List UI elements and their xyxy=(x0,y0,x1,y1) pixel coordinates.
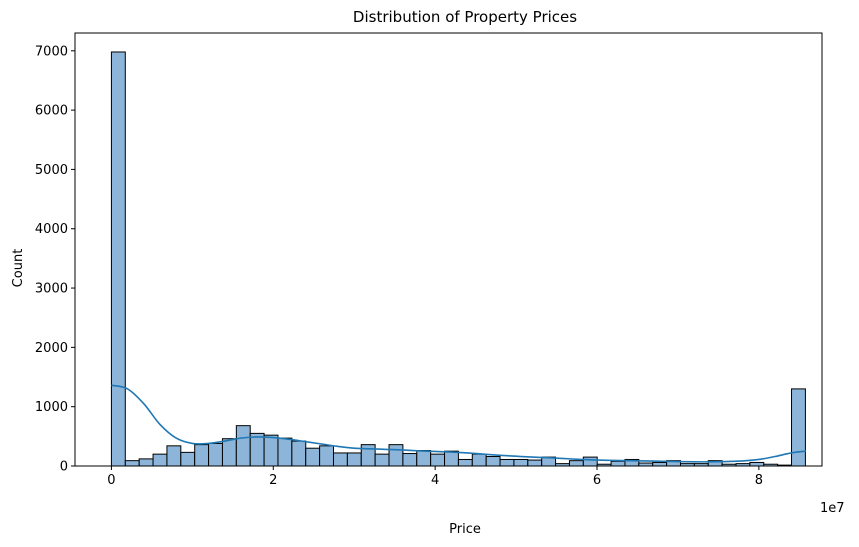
histogram-bar xyxy=(652,461,668,467)
histogram-bar xyxy=(388,444,404,467)
axes-frame xyxy=(74,32,823,467)
histogram-bar xyxy=(430,453,446,467)
histogram-bar xyxy=(332,452,348,467)
y-axis: 0 1000 2000 3000 4000 5000 6000 7000 xyxy=(35,44,75,475)
y-tick-label: 2000 xyxy=(35,341,68,356)
histogram-bar xyxy=(444,450,459,467)
histogram-bar xyxy=(791,388,806,467)
y-tick-label: 6000 xyxy=(35,104,68,119)
chart-title: Distribution of Property Prices xyxy=(353,8,577,26)
y-tick-label: 5000 xyxy=(35,163,68,178)
x-tick-label: 2 xyxy=(269,473,277,488)
histogram-bar xyxy=(277,437,293,467)
histogram-bar xyxy=(457,458,473,467)
histogram-bar xyxy=(513,458,529,467)
histogram-bar xyxy=(305,447,321,467)
x-tick-label: 0 xyxy=(107,473,115,488)
histogram-bar xyxy=(166,445,182,467)
histogram-bar xyxy=(346,452,362,467)
histogram-bar xyxy=(610,460,626,467)
y-tick-label: 4000 xyxy=(35,222,68,237)
x-axis-offset-label: 1e7 xyxy=(820,501,845,516)
histogram-bar xyxy=(749,461,765,467)
histogram-bar xyxy=(138,458,154,467)
histogram-bar xyxy=(416,450,432,467)
histogram-bar xyxy=(221,438,237,467)
histogram-bar xyxy=(208,442,223,467)
x-axis-label: Price xyxy=(449,522,481,537)
y-axis-label: Count xyxy=(11,249,26,288)
histogram-bar xyxy=(152,453,168,467)
histogram-bar xyxy=(235,425,251,467)
histogram-bar xyxy=(499,458,515,467)
histogram-bar xyxy=(582,456,598,467)
histogram-bar xyxy=(485,456,501,467)
histogram-bar xyxy=(249,432,265,467)
x-tick-label: 8 xyxy=(755,473,763,488)
histogram-bar xyxy=(527,459,543,467)
histogram-bar xyxy=(291,440,307,467)
histogram-bar xyxy=(263,434,279,467)
histogram-bar xyxy=(110,51,126,467)
histogram-bar xyxy=(180,451,196,467)
histogram-bar xyxy=(471,453,487,467)
x-axis: 0 2 4 6 8 xyxy=(107,466,763,488)
kde-line xyxy=(111,384,806,463)
y-tick-label: 1000 xyxy=(35,400,68,415)
histogram-bar xyxy=(319,445,334,467)
x-tick-label: 4 xyxy=(431,473,439,488)
histogram-bar xyxy=(374,453,390,467)
histogram-bar xyxy=(402,453,418,467)
y-tick-label: 7000 xyxy=(35,44,68,59)
histogram-bar xyxy=(194,444,210,467)
x-tick-label: 6 xyxy=(593,473,601,488)
y-tick-label: 0 xyxy=(60,460,68,475)
histogram-bar xyxy=(568,460,584,467)
histogram-bar xyxy=(124,460,140,467)
y-tick-label: 3000 xyxy=(35,282,68,297)
